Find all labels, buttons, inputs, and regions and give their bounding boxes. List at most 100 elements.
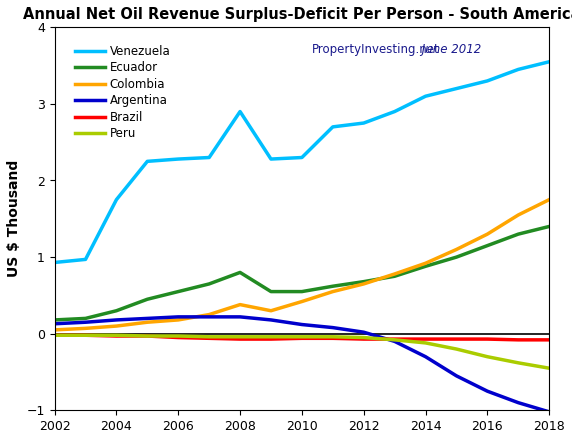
Brazil bbox=[268, 337, 275, 342]
Brazil bbox=[206, 336, 213, 341]
Colombia bbox=[113, 323, 120, 329]
Peru bbox=[206, 334, 213, 339]
Peru bbox=[484, 354, 491, 359]
Ecuador bbox=[546, 224, 553, 229]
Colombia bbox=[515, 213, 522, 218]
Peru bbox=[237, 334, 244, 339]
Y-axis label: US $ Thousand: US $ Thousand bbox=[7, 160, 21, 278]
Ecuador bbox=[144, 297, 151, 302]
Colombia bbox=[329, 289, 336, 294]
Argentina bbox=[329, 325, 336, 330]
Line: Brazil: Brazil bbox=[54, 335, 549, 340]
Argentina bbox=[546, 409, 553, 414]
Brazil bbox=[515, 337, 522, 342]
Brazil bbox=[453, 337, 460, 342]
Peru bbox=[422, 340, 429, 345]
Brazil bbox=[144, 334, 151, 339]
Ecuador bbox=[51, 317, 58, 323]
Brazil bbox=[329, 336, 336, 341]
Colombia bbox=[268, 308, 275, 313]
Line: Colombia: Colombia bbox=[54, 200, 549, 330]
Colombia bbox=[206, 312, 213, 317]
Argentina bbox=[51, 321, 58, 326]
Colombia bbox=[360, 281, 367, 286]
Ecuador bbox=[175, 289, 182, 294]
Argentina bbox=[206, 314, 213, 319]
Venezuela bbox=[237, 109, 244, 114]
Colombia bbox=[82, 326, 89, 331]
Argentina bbox=[268, 317, 275, 323]
Ecuador bbox=[268, 289, 275, 294]
Peru bbox=[144, 334, 151, 339]
Venezuela bbox=[546, 59, 553, 64]
Peru bbox=[175, 334, 182, 339]
Brazil bbox=[237, 337, 244, 342]
Line: Peru: Peru bbox=[54, 335, 549, 368]
Colombia bbox=[391, 271, 398, 277]
Colombia bbox=[453, 247, 460, 252]
Ecuador bbox=[484, 243, 491, 248]
Ecuador bbox=[237, 270, 244, 275]
Venezuela bbox=[299, 155, 305, 160]
Colombia bbox=[546, 197, 553, 202]
Text: PropertyInvesting.net: PropertyInvesting.net bbox=[312, 43, 439, 55]
Peru bbox=[391, 337, 398, 342]
Venezuela bbox=[268, 156, 275, 161]
Peru bbox=[268, 334, 275, 339]
Argentina bbox=[299, 322, 305, 327]
Venezuela bbox=[113, 197, 120, 202]
Peru bbox=[329, 334, 336, 339]
Ecuador bbox=[329, 284, 336, 289]
Peru bbox=[546, 366, 553, 371]
Argentina bbox=[113, 317, 120, 323]
Brazil bbox=[484, 337, 491, 342]
Argentina bbox=[144, 316, 151, 321]
Colombia bbox=[422, 260, 429, 266]
Colombia bbox=[175, 317, 182, 323]
Brazil bbox=[113, 334, 120, 339]
Argentina bbox=[515, 400, 522, 405]
Argentina bbox=[82, 319, 89, 325]
Colombia bbox=[237, 302, 244, 307]
Ecuador bbox=[82, 316, 89, 321]
Text: June 2012: June 2012 bbox=[418, 43, 482, 55]
Argentina bbox=[484, 389, 491, 394]
Venezuela bbox=[329, 124, 336, 129]
Ecuador bbox=[206, 281, 213, 286]
Peru bbox=[453, 346, 460, 352]
Ecuador bbox=[422, 264, 429, 269]
Brazil bbox=[546, 337, 553, 342]
Title: Annual Net Oil Revenue Surplus-Deficit Per Person - South America: Annual Net Oil Revenue Surplus-Deficit P… bbox=[23, 7, 572, 22]
Line: Venezuela: Venezuela bbox=[54, 62, 549, 263]
Colombia bbox=[51, 327, 58, 333]
Argentina bbox=[360, 330, 367, 335]
Venezuela bbox=[144, 159, 151, 164]
Ecuador bbox=[299, 289, 305, 294]
Ecuador bbox=[453, 254, 460, 260]
Ecuador bbox=[515, 231, 522, 237]
Brazil bbox=[391, 337, 398, 342]
Venezuela bbox=[422, 94, 429, 99]
Argentina bbox=[422, 354, 429, 359]
Argentina bbox=[237, 314, 244, 319]
Brazil bbox=[51, 333, 58, 338]
Colombia bbox=[299, 299, 305, 304]
Venezuela bbox=[175, 156, 182, 161]
Line: Argentina: Argentina bbox=[54, 317, 549, 412]
Ecuador bbox=[113, 308, 120, 313]
Venezuela bbox=[206, 155, 213, 160]
Colombia bbox=[144, 319, 151, 325]
Brazil bbox=[175, 335, 182, 340]
Venezuela bbox=[453, 86, 460, 91]
Brazil bbox=[82, 333, 89, 338]
Ecuador bbox=[360, 279, 367, 284]
Peru bbox=[113, 333, 120, 338]
Venezuela bbox=[51, 260, 58, 265]
Brazil bbox=[360, 337, 367, 342]
Legend: Venezuela, Ecuador, Colombia, Argentina, Brazil, Peru: Venezuela, Ecuador, Colombia, Argentina,… bbox=[76, 45, 170, 140]
Peru bbox=[299, 334, 305, 339]
Peru bbox=[51, 333, 58, 338]
Ecuador bbox=[391, 274, 398, 279]
Argentina bbox=[453, 373, 460, 378]
Colombia bbox=[484, 231, 491, 237]
